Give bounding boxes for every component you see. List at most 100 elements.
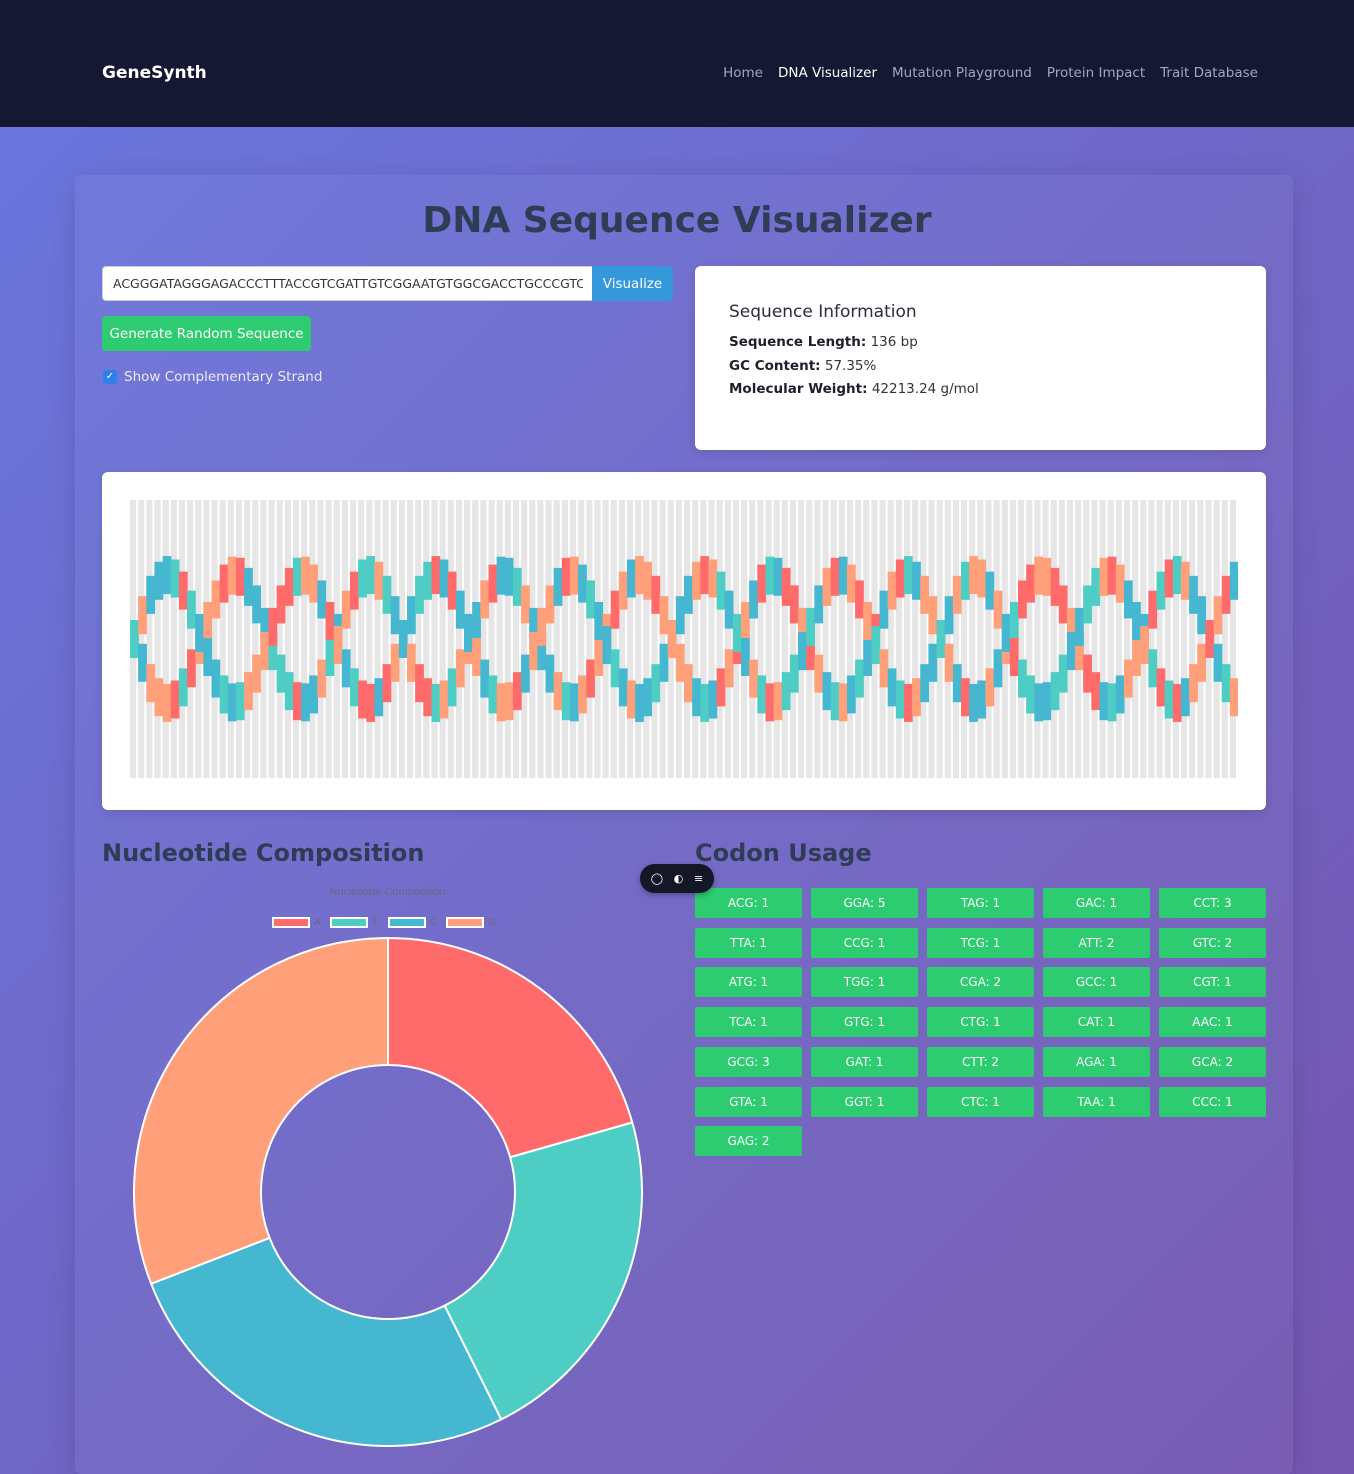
- complement-nucleotide-A[interactable]: [765, 683, 775, 722]
- nucleotide-A[interactable]: [1050, 567, 1060, 606]
- nucleotide-G[interactable]: [985, 668, 995, 707]
- nav-link-mutation-playground[interactable]: Mutation Playground: [892, 65, 1032, 81]
- nucleotide-G[interactable]: [578, 675, 587, 714]
- complement-nucleotide-G[interactable]: [301, 556, 310, 595]
- complement-nucleotide-C[interactable]: [1075, 607, 1084, 646]
- complement-nucleotide-T[interactable]: [1018, 659, 1027, 698]
- complement-nucleotide-C[interactable]: [195, 613, 204, 652]
- nucleotide-A[interactable]: [1018, 580, 1027, 619]
- complement-nucleotide-G[interactable]: [252, 654, 261, 693]
- nucleotide-G[interactable]: [724, 649, 734, 688]
- nucleotide-A[interactable]: [895, 559, 905, 598]
- nucleotide-C[interactable]: [244, 567, 253, 606]
- complement-nucleotide-G[interactable]: [472, 638, 481, 677]
- complement-nucleotide-T[interactable]: [757, 675, 767, 714]
- complement-nucleotide-A[interactable]: [325, 601, 335, 640]
- nucleotide-G[interactable]: [455, 649, 465, 688]
- nucleotide-T[interactable]: [284, 672, 294, 711]
- complement-nucleotide-C[interactable]: [928, 643, 938, 682]
- nucleotide-A[interactable]: [1164, 559, 1174, 598]
- nucleotide-G[interactable]: [643, 561, 653, 600]
- nucleotide-T[interactable]: [1172, 556, 1182, 595]
- complement-nucleotide-C[interactable]: [374, 678, 384, 717]
- complement-nucleotide-T[interactable]: [732, 613, 742, 652]
- nucleotide-C[interactable]: [692, 678, 701, 717]
- menu-icon[interactable]: ≡: [694, 872, 704, 885]
- nucleotide-T[interactable]: [382, 575, 392, 614]
- complement-nucleotide-G[interactable]: [138, 596, 147, 635]
- complement-nucleotide-A[interactable]: [284, 567, 294, 606]
- nucleotide-T[interactable]: [903, 556, 913, 595]
- complement-nucleotide-C[interactable]: [920, 664, 930, 703]
- comment-icon[interactable]: ◯: [650, 872, 664, 885]
- complement-nucleotide-C[interactable]: [439, 559, 449, 598]
- complement-nucleotide-G[interactable]: [569, 556, 579, 595]
- complement-nucleotide-C[interactable]: [724, 590, 734, 629]
- complement-nucleotide-G[interactable]: [708, 559, 718, 598]
- toggle-icon[interactable]: ◐: [673, 872, 684, 885]
- complement-nucleotide-G[interactable]: [1140, 626, 1149, 665]
- donut-slice-t[interactable]: [443, 1121, 643, 1421]
- donut-slice-c[interactable]: [149, 1236, 503, 1447]
- nucleotide-G[interactable]: [1034, 556, 1044, 595]
- complement-nucleotide-C[interactable]: [162, 556, 172, 595]
- nucleotide-C[interactable]: [472, 601, 481, 640]
- complement-nucleotide-G[interactable]: [846, 564, 856, 603]
- complement-nucleotide-A[interactable]: [512, 672, 522, 711]
- nucleotide-A[interactable]: [1058, 585, 1068, 624]
- nucleotide-G[interactable]: [798, 607, 807, 646]
- legend-item-c[interactable]: C: [388, 917, 440, 928]
- nucleotide-G[interactable]: [203, 601, 213, 640]
- nucleotide-C[interactable]: [390, 596, 400, 635]
- complement-nucleotide-A[interactable]: [447, 571, 457, 610]
- nucleotide-G[interactable]: [146, 664, 156, 703]
- nucleotide-T[interactable]: [512, 567, 522, 606]
- complement-nucleotide-G[interactable]: [545, 585, 555, 624]
- complement-nucleotide-T[interactable]: [610, 649, 620, 688]
- nucleotide-A[interactable]: [187, 649, 196, 688]
- nucleotide-C[interactable]: [260, 607, 270, 646]
- nucleotide-C[interactable]: [1115, 675, 1125, 714]
- nucleotide-C[interactable]: [138, 643, 147, 682]
- complement-nucleotide-C[interactable]: [211, 659, 221, 698]
- complement-nucleotide-G[interactable]: [749, 659, 758, 698]
- complement-nucleotide-T[interactable]: [1026, 675, 1035, 714]
- nucleotide-G[interactable]: [1066, 607, 1076, 646]
- complement-nucleotide-T[interactable]: [415, 575, 424, 614]
- complement-nucleotide-C[interactable]: [741, 638, 750, 677]
- nucleotide-T[interactable]: [325, 638, 335, 677]
- complement-nucleotide-A[interactable]: [382, 664, 392, 703]
- nucleotide-C[interactable]: [537, 632, 547, 671]
- nucleotide-T[interactable]: [1107, 683, 1117, 722]
- complement-nucleotide-C[interactable]: [602, 626, 612, 665]
- nucleotide-C[interactable]: [912, 561, 921, 600]
- complement-nucleotide-C[interactable]: [154, 561, 164, 600]
- nucleotide-G[interactable]: [594, 638, 604, 677]
- complement-nucleotide-G[interactable]: [879, 649, 889, 688]
- nucleotide-G[interactable]: [227, 556, 237, 595]
- nucleotide-G[interactable]: [838, 683, 848, 722]
- nucleotide-A[interactable]: [170, 680, 180, 719]
- complement-nucleotide-C[interactable]: [618, 668, 628, 707]
- complement-nucleotide-A[interactable]: [1205, 620, 1215, 658]
- nucleotide-G[interactable]: [887, 571, 897, 610]
- complement-nucleotide-C[interactable]: [1132, 601, 1141, 640]
- complement-nucleotide-G[interactable]: [1189, 664, 1198, 703]
- nucleotide-A[interactable]: [219, 564, 229, 603]
- complement-nucleotide-A[interactable]: [1172, 683, 1182, 722]
- nucleotide-G[interactable]: [439, 680, 449, 719]
- nucleotide-A[interactable]: [961, 678, 970, 717]
- nucleotide-C[interactable]: [504, 557, 514, 596]
- sequence-input[interactable]: [102, 266, 593, 301]
- brand-logo[interactable]: GeneSynth: [102, 63, 207, 83]
- complement-nucleotide-G[interactable]: [504, 682, 514, 721]
- complement-nucleotide-G[interactable]: [537, 607, 547, 646]
- complement-nucleotide-T[interactable]: [936, 620, 946, 658]
- nucleotide-C[interactable]: [846, 675, 856, 714]
- complement-nucleotide-G[interactable]: [1115, 564, 1125, 603]
- complement-nucleotide-G[interactable]: [309, 564, 318, 603]
- nucleotide-A[interactable]: [423, 678, 433, 717]
- nucleotide-A[interactable]: [235, 557, 245, 596]
- complement-nucleotide-A[interactable]: [276, 585, 286, 624]
- complement-nucleotide-G[interactable]: [863, 601, 872, 640]
